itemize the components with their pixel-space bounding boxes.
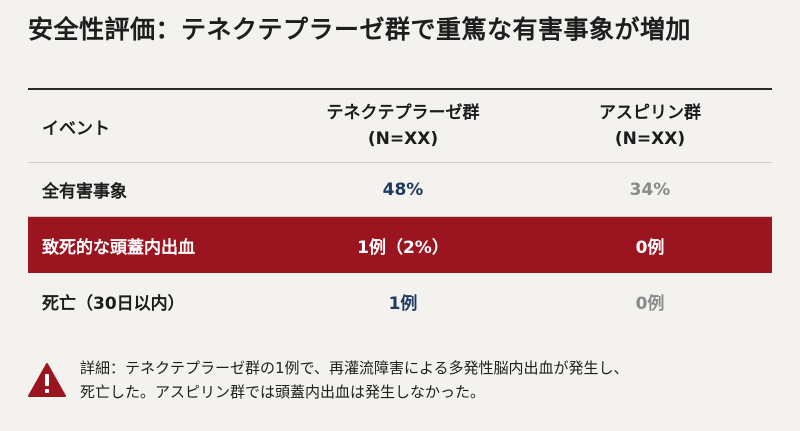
header-event: イベント [42, 118, 110, 139]
header-tenecteplase: テネクテプラーゼ群 (N=XX) [278, 100, 528, 152]
row-aspirin-value: 0例 [635, 294, 665, 314]
detail-note: 詳細：テネクテプラーゼ群の1例で、再灌流障害による多発性脳内出血が発生し、 死亡… [28, 356, 772, 404]
safety-table: イベント テネクテプラーゼ群 (N=XX) アスピリン群 (N=XX) 全有害事… [28, 88, 772, 330]
table-row-highlighted: 致死的な頭蓋内出血 1例（2%） 0例 [28, 217, 772, 273]
table-row: 全有害事象 48% 34% [28, 163, 772, 217]
row-tenecteplase-value: 48% [382, 179, 424, 200]
detail-note-text: 詳細：テネクテプラーゼ群の1例で、再灌流障害による多発性脳内出血が発生し、 死亡… [80, 356, 629, 404]
header-aspirin-n: (N=XX) [614, 129, 686, 149]
row-event-label: 全有害事象 [42, 182, 127, 202]
detail-note-line1: 詳細：テネクテプラーゼ群の1例で、再灌流障害による多発性脳内出血が発生し、 [80, 359, 629, 377]
row-tenecteplase-value: 1例（2%） [357, 237, 449, 258]
header-tenecteplase-n: (N=XX) [367, 129, 439, 149]
page-title: 安全性評価：テネクテプラーゼ群で重篤な有害事象が増加 [28, 15, 692, 44]
table-top-rule [28, 88, 772, 90]
row-aspirin-value: 0例 [635, 237, 665, 258]
row-tenecteplase-value: 1例 [388, 294, 418, 314]
header-tenecteplase-name: テネクテプラーゼ群 [326, 103, 480, 123]
header-aspirin: アスピリン群 (N=XX) [528, 100, 772, 152]
row-aspirin-value: 34% [629, 179, 671, 200]
table-row: 死亡（30日以内） 1例 0例 [28, 273, 772, 330]
detail-note-line2: 死亡した。アスピリン群では頭蓋内出血は発生しなかった。 [80, 383, 486, 401]
table-header-row: イベント テネクテプラーゼ群 (N=XX) アスピリン群 (N=XX) [28, 90, 772, 163]
header-aspirin-name: アスピリン群 [599, 103, 701, 123]
row-event-label: 致死的な頭蓋内出血 [42, 237, 195, 258]
warning-icon [28, 363, 66, 397]
row-event-label: 死亡（30日以内） [42, 294, 185, 314]
